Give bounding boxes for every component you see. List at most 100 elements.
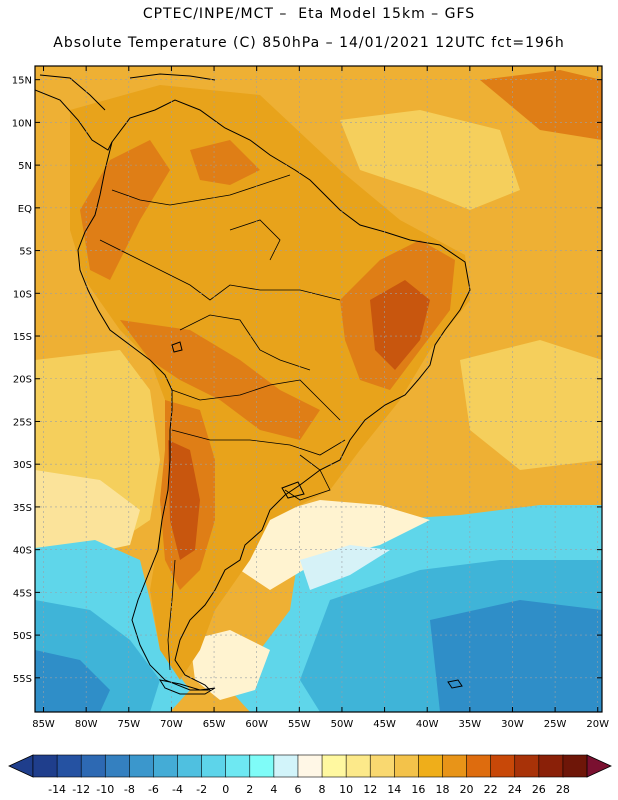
colorbar-over-arrow	[586, 754, 612, 778]
coast-caribbean-islands	[129, 73, 216, 81]
colorbar-swatch	[345, 754, 371, 778]
colorbar-under-arrow	[8, 754, 34, 778]
lon-label: 30W	[501, 719, 524, 730]
colorbar-label: -8	[124, 783, 135, 796]
field-venezuela-hot	[190, 140, 260, 185]
colorbar-label: -4	[172, 783, 183, 796]
lat-label: 25S	[13, 417, 32, 428]
border-guianas	[229, 219, 281, 261]
colorbar-label: 26	[532, 783, 546, 796]
field-atlantic-north-mild	[340, 110, 520, 210]
colorbar-swatch	[129, 754, 155, 778]
colorbar: -14 -12 -10 -8 -6 -4 -2 0 2 4 6 8 10 12 14 16 18 20 22 24 26…	[8, 754, 612, 796]
colorbar-swatch	[297, 754, 323, 778]
lon-label: 85W	[32, 719, 55, 730]
colorbar-label: 2	[246, 783, 253, 796]
field-atlantic-light	[300, 545, 390, 590]
lat-label: 50S	[13, 631, 32, 642]
colorbar-swatch	[153, 754, 179, 778]
lon-label: 60W	[245, 719, 268, 730]
coastlines	[35, 73, 471, 695]
lat-label: 15S	[13, 332, 32, 343]
field-atlantic-pale	[240, 500, 430, 590]
border-bolivia	[179, 314, 311, 371]
coast-central-america-north	[39, 74, 106, 111]
colorbar-label: -14	[48, 783, 66, 796]
colorbar-label: 14	[387, 783, 401, 796]
field-atlantic-south-mild	[460, 340, 602, 470]
country-borders	[99, 174, 346, 671]
colorbar-label: -10	[96, 783, 114, 796]
lat-label: 55S	[13, 674, 32, 685]
lon-label: 45W	[373, 719, 396, 730]
map-title-line-2: Absolute Temperature (C) 850hPa – 14/01/…	[53, 35, 565, 51]
field-brazil-ne-core	[370, 280, 430, 370]
lat-label: 30S	[13, 460, 32, 471]
lon-label: 65W	[203, 719, 226, 730]
longitude-axis: 85W 80W 75W 70W 65W 60W 55W 50W 45W 40W 35W 30W 25W 2…	[32, 66, 609, 730]
lon-label: 75W	[117, 719, 140, 730]
colorbar-label: 0	[222, 783, 229, 796]
lat-label: 5S	[19, 247, 32, 258]
colorbar-label: -2	[196, 783, 207, 796]
lat-label: 40S	[13, 546, 32, 557]
map-title-line-1: CPTEC/INPE/MCT – Eta Model 15km – GFS	[142, 6, 476, 22]
lat-label: EQ	[18, 204, 32, 215]
lat-label: 5N	[18, 161, 32, 172]
colorbar-swatch	[32, 754, 58, 778]
colorbar-swatch	[201, 754, 227, 778]
coast-tierra-del-fuego	[158, 679, 216, 695]
field-patagonia-pale	[190, 630, 270, 700]
colorbar-swatch	[56, 754, 82, 778]
colorbar-swatch	[104, 754, 131, 778]
colorbar-label: -6	[148, 783, 159, 796]
colorbar-label: 12	[363, 783, 377, 796]
lat-label: 10S	[13, 289, 32, 300]
colorbar-swatch	[418, 754, 444, 778]
lat-label: 15N	[12, 76, 32, 87]
colorbar-label: -12	[72, 783, 90, 796]
colorbar-label: 16	[411, 783, 425, 796]
field-andes-north-hot	[80, 140, 170, 280]
colorbar-label: 6	[294, 783, 301, 796]
colorbar-label: 18	[435, 783, 449, 796]
lake-titicaca	[171, 341, 183, 353]
coast-central-america	[35, 89, 113, 151]
field-pacific-pale	[35, 470, 140, 560]
lon-label: 80W	[75, 719, 98, 730]
colorbar-label: 28	[556, 783, 570, 796]
colorbar-swatch	[249, 754, 275, 778]
coast-south-america	[77, 99, 471, 691]
temperature-field	[35, 66, 602, 712]
border-north	[111, 174, 291, 206]
field-andes-core	[168, 440, 200, 560]
latitude-axis: 15N 10N 5N EQ 5S 10S 15S 20S 25S 30S 35S 40S 45S 50S 5…	[12, 76, 602, 685]
colorbar-swatch	[394, 754, 420, 778]
lon-label: 20W	[586, 719, 609, 730]
colorbar-swatch	[80, 754, 106, 778]
colorbar-swatch	[177, 754, 203, 778]
lon-label: 70W	[160, 719, 183, 730]
lon-label: 50W	[331, 719, 354, 730]
field-chaco-hot	[120, 320, 320, 440]
lat-label: 35S	[13, 503, 32, 514]
colorbar-label: 20	[460, 783, 474, 796]
border-argentina-north	[171, 429, 346, 456]
colorbar-swatch	[369, 754, 396, 778]
colorbar-swatch	[562, 754, 588, 778]
border-paraguay	[171, 379, 341, 421]
colorbar-swatch	[466, 754, 492, 778]
field-atlantic-coldest	[430, 600, 602, 712]
colorbar-swatch	[538, 754, 564, 778]
lon-label: 40W	[416, 719, 439, 730]
colorbar-swatch	[225, 754, 251, 778]
colorbar-label: 24	[508, 783, 522, 796]
colorbar-label: 8	[319, 783, 326, 796]
lon-label: 35W	[459, 719, 482, 730]
colorbar-label: 10	[339, 783, 353, 796]
colorbar-swatch	[273, 754, 299, 778]
colorbar-swatch	[514, 754, 540, 778]
coast-falklands	[447, 679, 463, 689]
map-frame	[34, 65, 603, 713]
colorbar-swatch	[490, 754, 516, 778]
